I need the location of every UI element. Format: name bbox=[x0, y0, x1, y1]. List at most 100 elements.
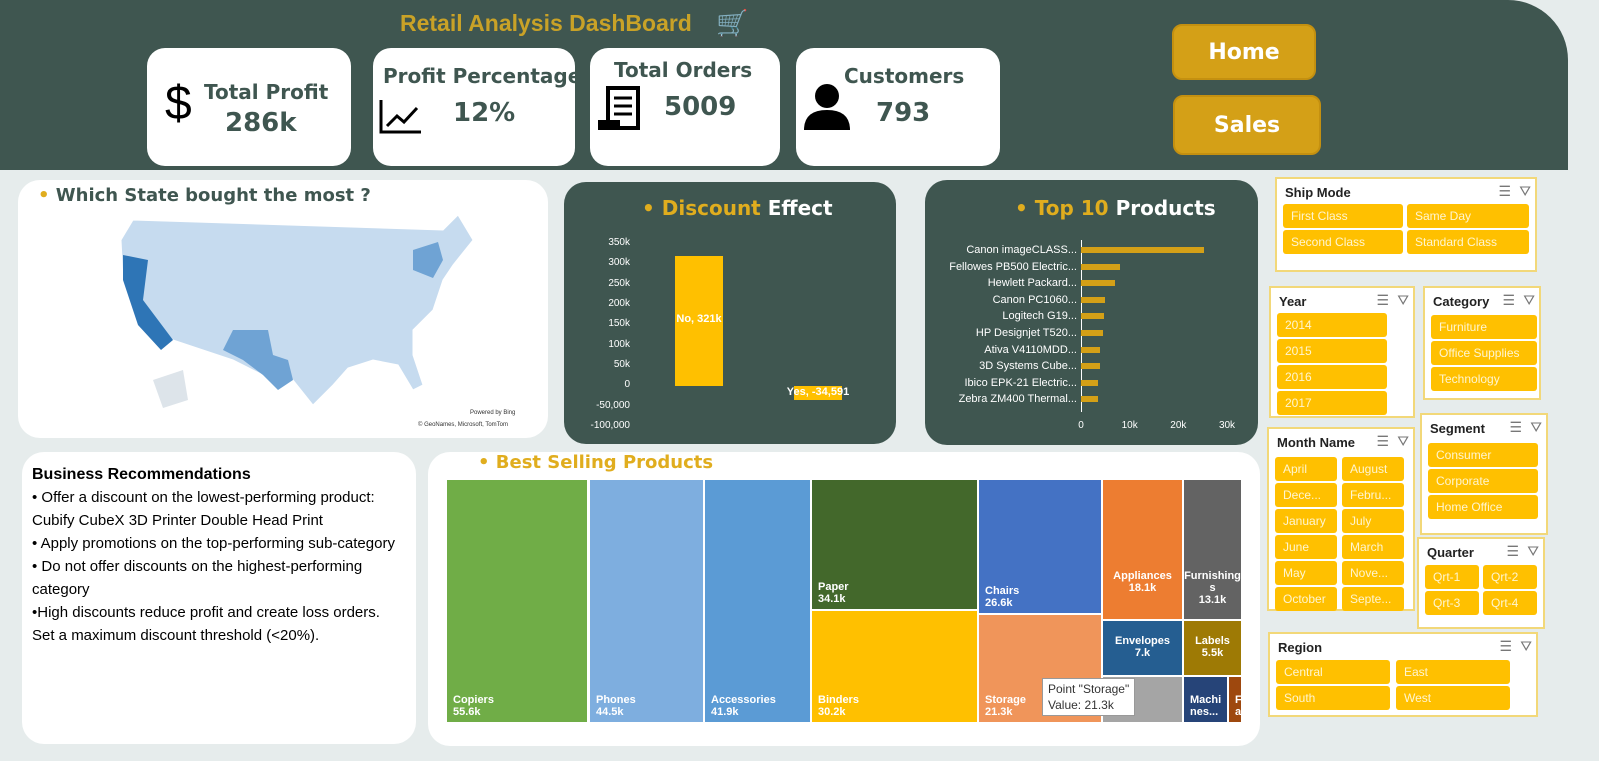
slicer-item[interactable]: Dece... bbox=[1275, 483, 1337, 507]
slicer-item[interactable]: Home Office bbox=[1428, 495, 1538, 519]
state-new-york[interactable] bbox=[413, 242, 443, 278]
slicer-item[interactable]: January bbox=[1275, 509, 1337, 533]
category-label: Hewlett Packard... bbox=[987, 277, 1077, 290]
bar[interactable] bbox=[1081, 363, 1100, 370]
recommendations-card: Business Recommendations • Offer a disco… bbox=[22, 452, 416, 744]
slicer-item[interactable]: West bbox=[1396, 686, 1510, 710]
multi-select-icon[interactable]: ☰ bbox=[1506, 543, 1519, 559]
x-tick-label: 0 bbox=[1078, 420, 1084, 431]
tile-label: Accessories bbox=[711, 694, 776, 706]
user-icon bbox=[804, 84, 850, 130]
bar-no[interactable] bbox=[675, 255, 723, 387]
state-california[interactable] bbox=[123, 255, 173, 350]
treemap-title: Best Selling Products bbox=[495, 452, 714, 473]
slicer-item[interactable]: Technology bbox=[1431, 367, 1537, 391]
slicer-item[interactable]: First Class bbox=[1283, 204, 1403, 228]
discount-effect-card: • Discount Effect 350k 300k 250k 200k 150k 10… bbox=[564, 182, 896, 444]
treemap-tile-furnishings[interactable]: Furnishings 13.1k bbox=[1183, 479, 1242, 620]
us-map bbox=[120, 214, 474, 408]
bar[interactable] bbox=[1081, 379, 1099, 386]
kpi-total-profit: $ Total Profit 286k bbox=[147, 48, 351, 166]
treemap-tile-copiers[interactable]: Copiers 55.6k bbox=[446, 479, 588, 723]
clear-filter-icon[interactable]: ⛛ bbox=[1519, 183, 1531, 199]
state-texas[interactable] bbox=[223, 330, 293, 390]
tile-value: 5.5k bbox=[1201, 647, 1224, 659]
clear-filter-icon[interactable]: ⛛ bbox=[1397, 292, 1409, 308]
clear-filter-icon[interactable]: ⛛ bbox=[1527, 543, 1539, 559]
slicer-item[interactable]: March bbox=[1342, 535, 1404, 559]
tile-value: 44.5k bbox=[596, 706, 624, 718]
treemap-tile-chairs[interactable]: Chairs 26.6k bbox=[978, 479, 1102, 614]
slicer-item[interactable]: 2017 bbox=[1277, 391, 1387, 415]
clear-filter-icon[interactable]: ⛛ bbox=[1520, 638, 1532, 654]
slicer-item[interactable]: Second Class bbox=[1283, 230, 1403, 254]
slicer-item[interactable]: South bbox=[1276, 686, 1390, 710]
bar[interactable] bbox=[1081, 396, 1099, 403]
bar-yes[interactable] bbox=[794, 386, 842, 401]
slicer-item[interactable]: Standard Class bbox=[1407, 230, 1529, 254]
slicer-item[interactable]: July bbox=[1342, 509, 1404, 533]
treemap-tile-paper[interactable]: Paper 34.1k bbox=[811, 479, 978, 610]
map-card: • Which State bought the most ? Powered … bbox=[18, 180, 548, 438]
slicer-item[interactable]: East bbox=[1396, 660, 1510, 684]
treemap-tile-labels[interactable]: Labels 5.5k bbox=[1183, 620, 1242, 676]
home-button[interactable]: Home bbox=[1172, 24, 1316, 80]
bar[interactable] bbox=[1081, 313, 1104, 320]
treemap-tile-envelopes[interactable]: Envelopes 7.k bbox=[1102, 620, 1183, 676]
treemap-tile-accessories[interactable]: Accessories 41.9k bbox=[704, 479, 811, 723]
bar[interactable] bbox=[1081, 346, 1100, 353]
slicer-item[interactable]: 2016 bbox=[1277, 365, 1387, 389]
multi-select-icon[interactable]: ☰ bbox=[1498, 183, 1511, 199]
slicer-item[interactable]: June bbox=[1275, 535, 1337, 559]
multi-select-icon[interactable]: ☰ bbox=[1376, 292, 1389, 308]
kpi-label: Total Orders bbox=[614, 58, 753, 82]
category-label: Canon PC1060... bbox=[992, 293, 1077, 306]
bar[interactable] bbox=[1081, 280, 1116, 287]
slicer-item[interactable]: 2014 bbox=[1277, 313, 1387, 337]
top-products-card: • Top 10 Products Canon imageCLASS... Fel… bbox=[925, 180, 1258, 445]
slicer-item[interactable]: Qrt-3 bbox=[1425, 591, 1479, 615]
slicer-item[interactable]: October bbox=[1275, 587, 1337, 611]
slicer-item[interactable]: Same Day bbox=[1407, 204, 1529, 228]
slicer-item[interactable]: Office Supplies bbox=[1431, 341, 1537, 365]
treemap-tile-machines[interactable]: Machi nes... bbox=[1183, 676, 1228, 723]
multi-select-icon[interactable]: ☰ bbox=[1499, 638, 1512, 654]
bar[interactable] bbox=[1081, 247, 1204, 253]
treemap-tile-phones[interactable]: Phones 44.5k bbox=[589, 479, 704, 723]
slicer-item[interactable]: Nove... bbox=[1342, 561, 1404, 585]
sales-button[interactable]: Sales bbox=[1173, 95, 1321, 155]
treemap-tile-appliances[interactable]: Appliances 18.1k bbox=[1102, 479, 1183, 620]
tooltip: Point "Storage" Value: 21.3k bbox=[1042, 678, 1136, 716]
slicer-item[interactable]: April bbox=[1275, 457, 1337, 481]
slicer-item[interactable]: Septe... bbox=[1342, 587, 1404, 611]
clear-filter-icon[interactable]: ⛛ bbox=[1397, 433, 1409, 449]
clear-filter-icon[interactable]: ⛛ bbox=[1523, 292, 1535, 308]
tile-value: 21.3k bbox=[985, 706, 1013, 718]
clear-filter-icon[interactable]: ⛛ bbox=[1530, 419, 1542, 435]
slicer-item[interactable]: Consumer bbox=[1428, 443, 1538, 467]
bar[interactable] bbox=[1081, 263, 1120, 270]
slicer-item[interactable]: Febru... bbox=[1342, 483, 1404, 507]
bar[interactable] bbox=[1081, 330, 1103, 336]
tile-label: Appliances bbox=[1113, 570, 1172, 582]
map-credit: © GeoNames, Microsoft, TomTom bbox=[418, 422, 508, 428]
slicer-item[interactable]: Central bbox=[1276, 660, 1390, 684]
bar[interactable] bbox=[1081, 296, 1105, 303]
slicer-item[interactable]: May bbox=[1275, 561, 1337, 585]
tile-label: Phones bbox=[596, 694, 636, 706]
tile-value: 55.6k bbox=[453, 706, 481, 718]
slicer-item[interactable]: Qrt-4 bbox=[1483, 591, 1537, 615]
treemap-tile-binders[interactable]: Binders 30.2k bbox=[811, 610, 978, 723]
multi-select-icon[interactable]: ☰ bbox=[1376, 433, 1389, 449]
slicer-item[interactable]: August bbox=[1342, 457, 1404, 481]
slicer-item[interactable]: Furniture bbox=[1431, 315, 1537, 339]
tile-label: Paper bbox=[818, 581, 849, 593]
slicer-item[interactable]: Qrt-1 bbox=[1425, 565, 1479, 589]
slicer-item[interactable]: Qrt-2 bbox=[1483, 565, 1537, 589]
multi-select-icon[interactable]: ☰ bbox=[1502, 292, 1515, 308]
slicer-item[interactable]: 2015 bbox=[1277, 339, 1387, 363]
slicer-item[interactable]: Corporate bbox=[1428, 469, 1538, 493]
multi-select-icon[interactable]: ☰ bbox=[1509, 419, 1522, 435]
slicer-title: Year bbox=[1279, 294, 1307, 309]
